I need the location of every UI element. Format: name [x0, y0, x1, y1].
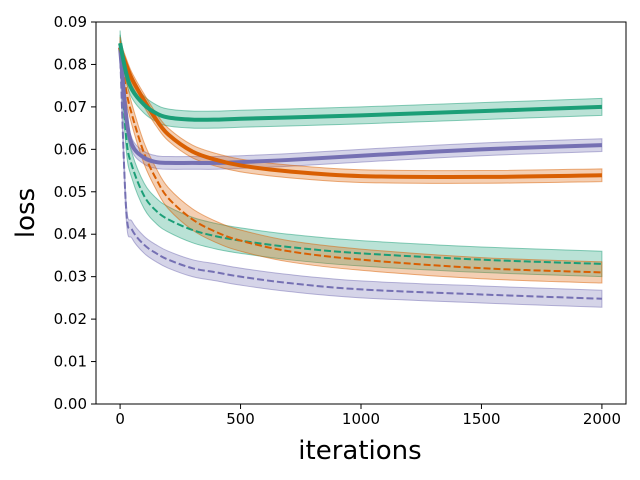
x-tick-label: 1500: [462, 410, 500, 428]
y-tick-label: 0.08: [54, 55, 87, 73]
y-tick-label: 0.02: [54, 310, 87, 328]
series-line-orange-dashed: [119, 47, 602, 274]
x-tick-label: 2000: [583, 410, 621, 428]
x-axis-ticks: 0 500 1000 1500 2000: [115, 404, 621, 428]
y-tick-label: 0.00: [54, 395, 87, 413]
y-tick-label: 0.07: [54, 98, 87, 116]
series-line-green-dashed: [119, 43, 602, 265]
x-tick-label: 0: [115, 410, 125, 428]
y-tick-label: 0.09: [54, 13, 87, 31]
confidence-bands: [119, 30, 603, 308]
x-tick-label: 1000: [342, 410, 380, 428]
series-lines: [118, 42, 602, 300]
series-line-green-solid: [118, 42, 602, 122]
y-tick-label: 0.03: [54, 268, 87, 286]
y-axis-label: loss: [11, 188, 41, 238]
series-line-purple-solid: [118, 47, 602, 165]
y-tick-label: 0.01: [54, 353, 87, 371]
y-axis-ticks: 0.00 0.01 0.02 0.03 0.04 0.05 0.06 0.07 0.08 0.09: [54, 13, 96, 413]
y-tick-label: 0.05: [54, 183, 87, 201]
series-line-orange-solid: [118, 46, 602, 179]
band-purple-dashed: [119, 43, 603, 308]
x-axis-label: iterations: [298, 436, 421, 466]
band-orange-dashed: [119, 36, 603, 284]
x-tick-label: 500: [226, 410, 255, 428]
y-tick-label: 0.06: [54, 140, 87, 158]
series-line-purple-dashed: [119, 51, 602, 300]
y-tick-label: 0.04: [54, 225, 87, 243]
